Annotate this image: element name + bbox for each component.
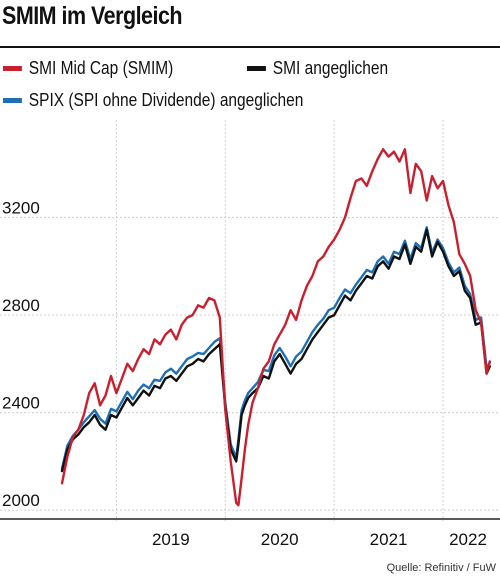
legend-swatch-spix	[3, 98, 22, 103]
legend-item-smi: SMI angeglichen	[247, 58, 388, 79]
legend-swatch-smi	[247, 66, 266, 71]
legend-swatch-smim	[3, 66, 22, 71]
legend-label-smim: SMI Mid Cap (SMIM)	[28, 58, 174, 78]
x-tick-label: 2022	[449, 530, 487, 549]
legend-item-smim: SMI Mid Cap (SMIM)	[3, 58, 173, 79]
series-line-2	[60, 226, 491, 470]
series-line-0	[60, 148, 491, 507]
source-note: Quelle: Refinitiv / FuW	[386, 562, 496, 574]
x-tick-label: 2019	[152, 530, 190, 549]
legend-label-smi: SMI angeglichen	[272, 58, 389, 78]
y-tick-label: 2400	[2, 394, 40, 413]
chart-title: SMIM im Vergleich	[2, 2, 183, 30]
y-tick-label: 3200	[2, 199, 40, 218]
legend-item-spix: SPIX (SPI ohne Dividende) angeglichen	[3, 90, 303, 111]
title-rule	[0, 46, 500, 48]
x-tick-label: 2021	[370, 530, 408, 549]
y-tick-label: 2800	[2, 296, 40, 315]
legend-label-spix: SPIX (SPI ohne Dividende) angeglichen	[28, 90, 304, 110]
y-tick-label: 2000	[2, 491, 40, 510]
series-line-1	[60, 228, 491, 473]
x-tick-label: 2020	[261, 530, 299, 549]
